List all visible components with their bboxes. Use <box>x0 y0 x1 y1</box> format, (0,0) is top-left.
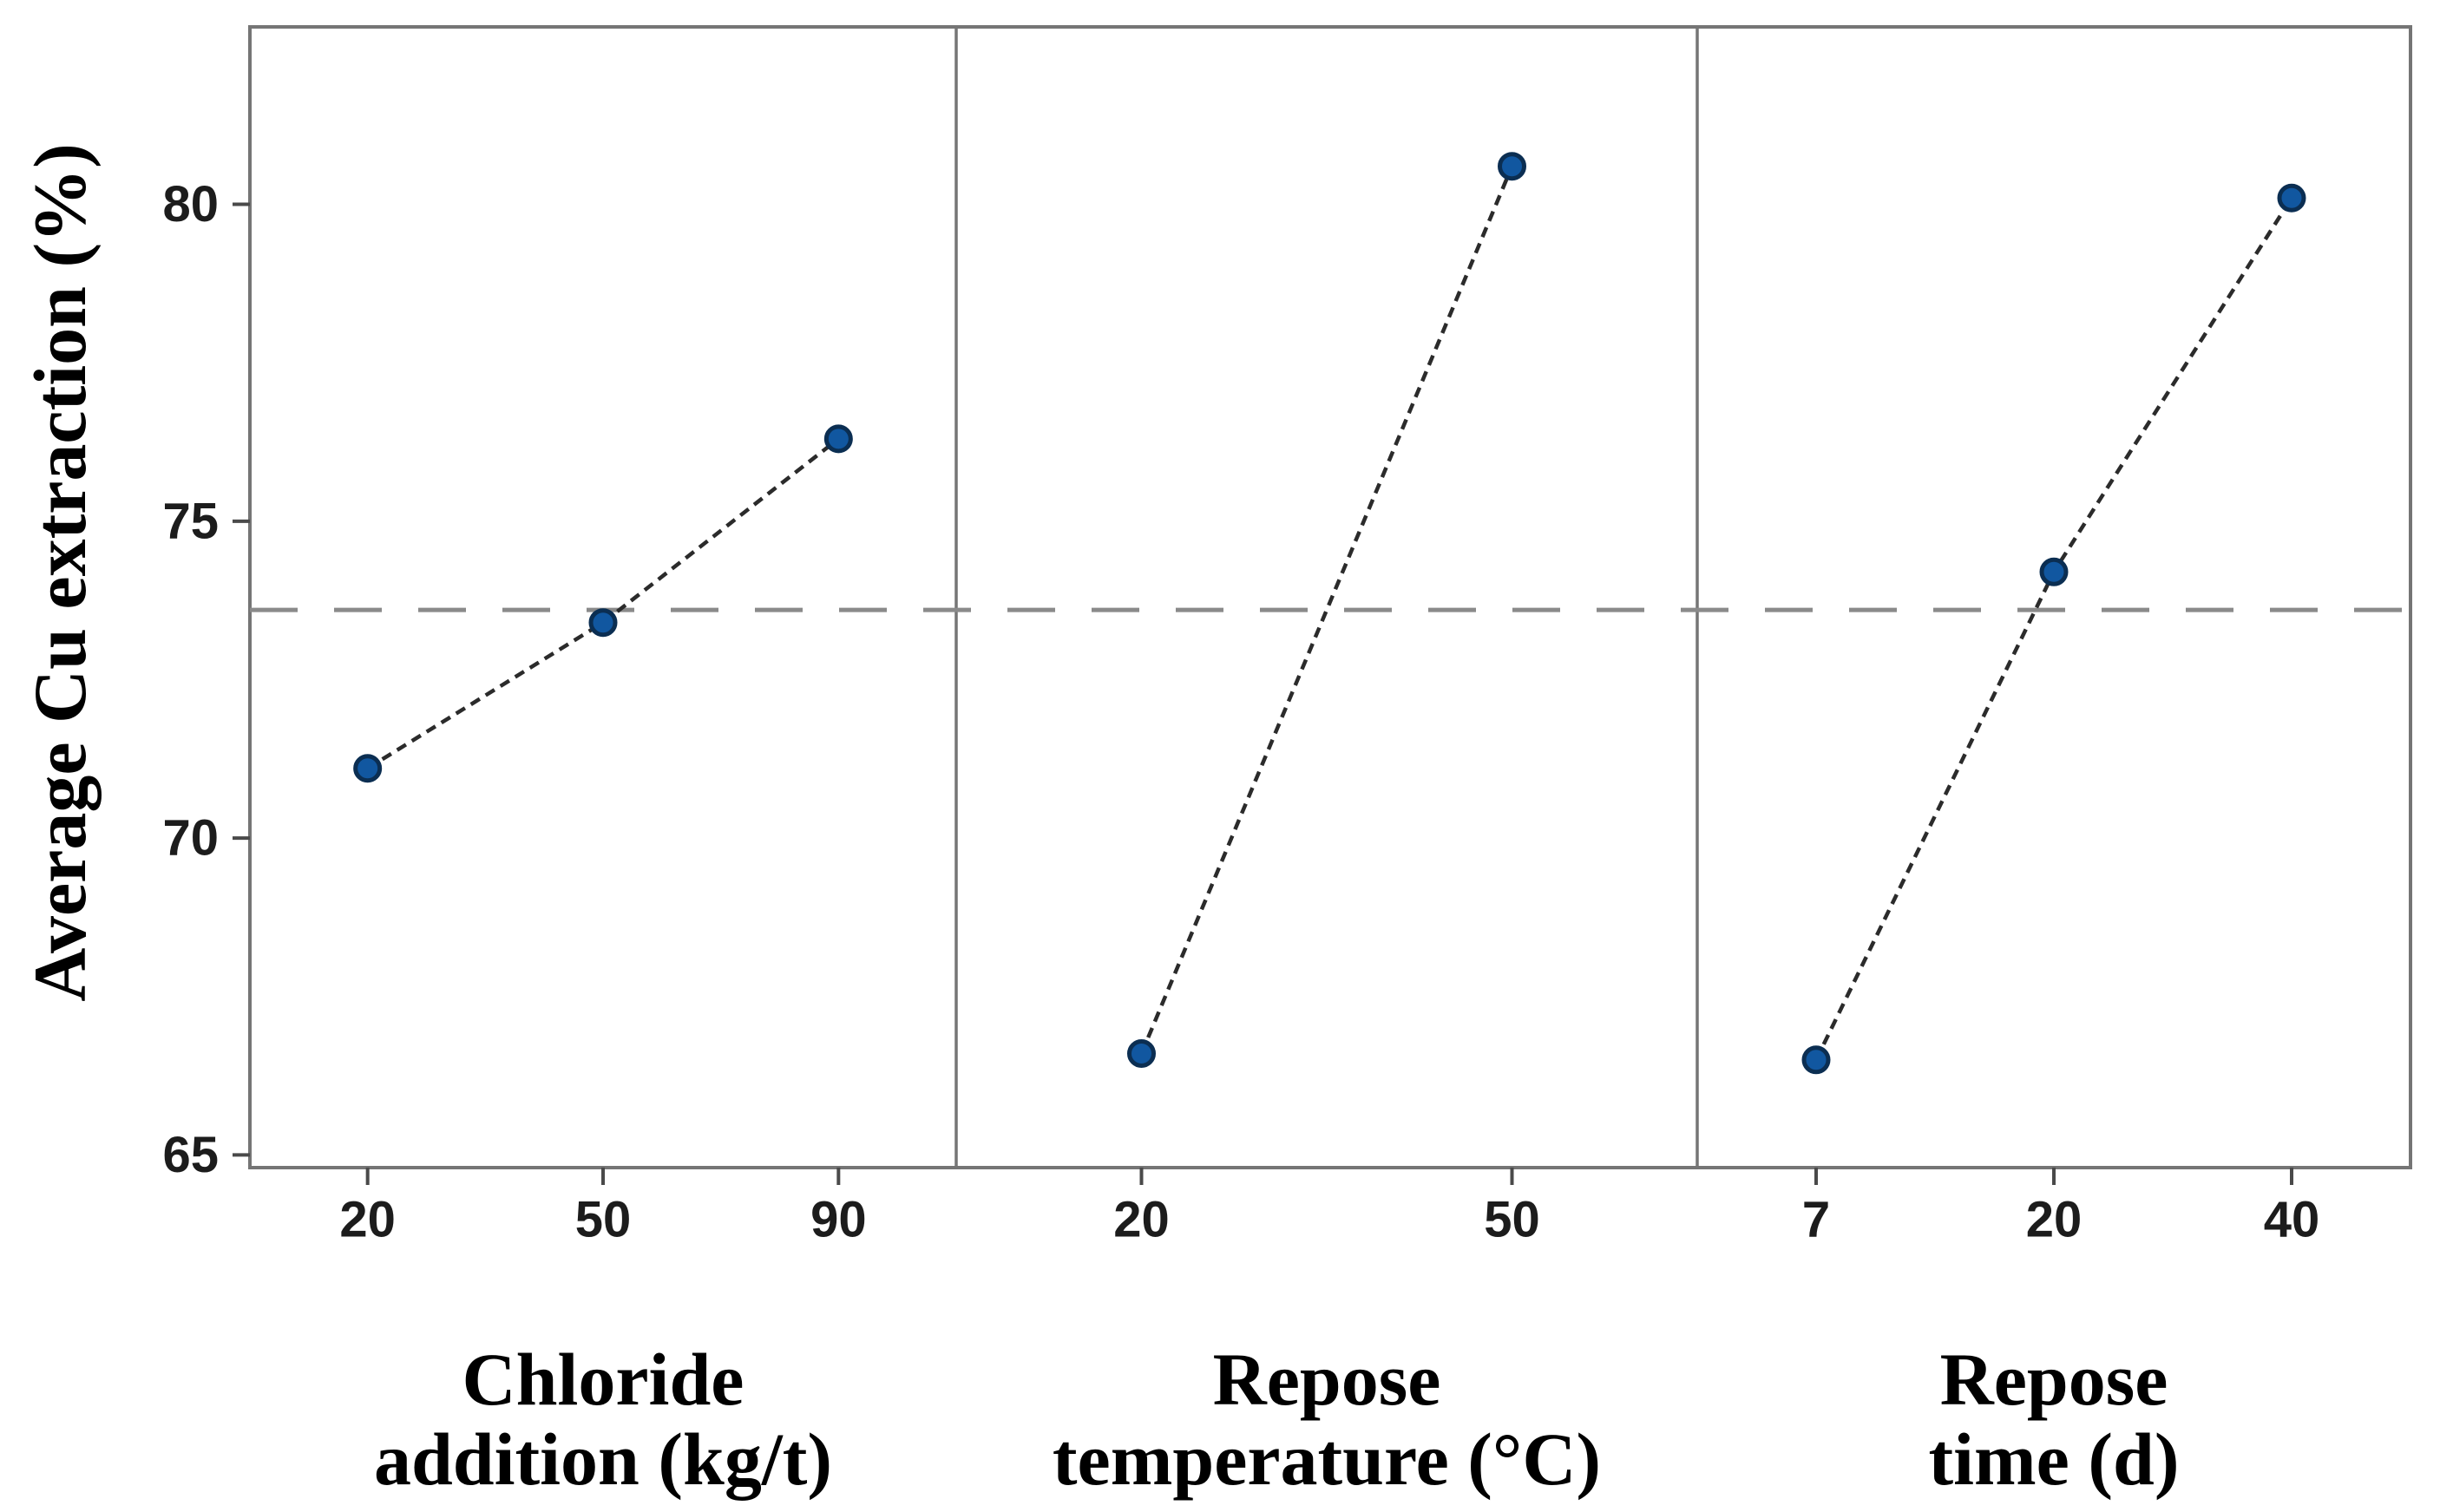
data-point <box>2039 557 2069 586</box>
y-axis-title: Average Cu extraction (%) <box>18 143 102 1001</box>
y-axis-layer: 80 75 70 65 <box>162 176 250 1183</box>
data-point <box>823 424 853 454</box>
data-point <box>1801 1045 1831 1075</box>
x-axis-title-line: Repose <box>1940 1338 2168 1421</box>
trend-line <box>1814 197 2293 1061</box>
data-point <box>1498 152 1526 181</box>
data-point <box>1127 1039 1156 1068</box>
x-tick-label: 20 <box>339 1192 396 1248</box>
x-axis-title-line: temperature (°C) <box>1053 1417 1601 1501</box>
y-tick-label: 80 <box>162 176 219 232</box>
data-point <box>353 754 383 783</box>
data-point <box>588 608 618 638</box>
data-point <box>2277 183 2306 213</box>
x-axis-title-line: addition (kg/t) <box>374 1417 832 1501</box>
x-axis-title-line: Repose <box>1213 1338 1441 1421</box>
trend-line <box>366 437 840 770</box>
y-tick-label: 75 <box>162 493 219 549</box>
plot-border <box>248 25 2412 1169</box>
y-tick-label: 70 <box>162 810 219 867</box>
x-tick-label: 50 <box>575 1192 632 1248</box>
x-tick-label: 20 <box>2026 1192 2083 1248</box>
trend-line <box>1139 165 1514 1055</box>
x-axis-title-line: Chloride <box>462 1338 744 1421</box>
x-axis-title-line: time (d) <box>1929 1417 2180 1501</box>
x-tick-label: 20 <box>1113 1192 1170 1248</box>
x-tick-label: 50 <box>1484 1192 1540 1248</box>
x-tick-label: 40 <box>2264 1192 2320 1248</box>
y-tick-label: 65 <box>162 1127 219 1183</box>
x-tick-label: 7 <box>1802 1192 1830 1248</box>
plot-frame <box>248 25 2412 1169</box>
x-tick-label: 90 <box>810 1192 867 1248</box>
